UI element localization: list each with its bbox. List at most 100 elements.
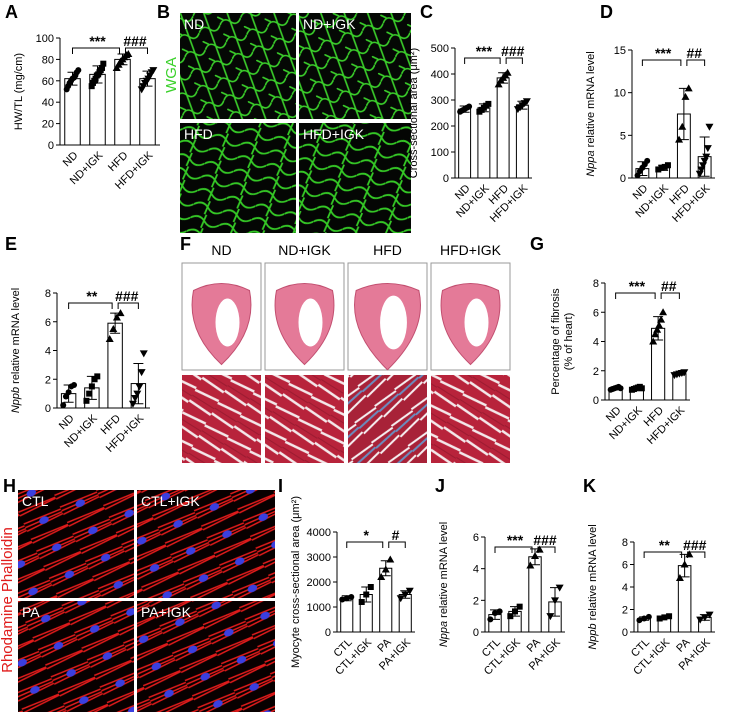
data-point <box>651 330 660 338</box>
y-tick-label: 6 <box>473 532 479 544</box>
y-axis-label: (% of heart) <box>563 313 575 370</box>
image-label: PA+IGK <box>141 604 192 620</box>
data-point <box>503 68 512 76</box>
data-point <box>555 584 564 592</box>
bar-chart: C 0 100 200 300 400 500 Cross-sectional area (μ… <box>408 2 532 225</box>
y-tick-label: 4 <box>622 582 628 594</box>
data-point <box>86 390 93 397</box>
bar <box>114 58 131 146</box>
y-axis-label: Myocyte cross-sectional area (μm²) <box>290 496 302 668</box>
significance-label: *** <box>655 45 672 61</box>
y-tick-label: 0 <box>48 140 54 152</box>
data-point <box>401 591 410 599</box>
significance-bracket <box>72 47 120 54</box>
y-tick-label: 2 <box>473 595 479 607</box>
image-label: CTL <box>22 493 49 509</box>
data-point <box>661 614 668 621</box>
y-tick-label: 60 <box>42 76 54 88</box>
data-point <box>655 321 664 329</box>
data-point <box>705 123 714 131</box>
data-point <box>507 613 514 620</box>
data-point <box>112 313 121 321</box>
significance-label: * <box>364 527 370 543</box>
y-tick-label: 200 <box>431 121 449 133</box>
data-point <box>516 603 523 610</box>
data-point <box>551 597 559 605</box>
data-point <box>135 383 144 391</box>
data-point <box>666 613 673 620</box>
data-point <box>522 98 531 106</box>
data-point <box>653 325 662 333</box>
histology <box>431 375 510 463</box>
data-point <box>83 397 90 404</box>
data-point <box>487 616 494 623</box>
y-axis-label-text: relative mRNA level <box>587 524 599 620</box>
data-point <box>512 608 518 615</box>
y-axis-label-text: relative mRNA level <box>438 522 450 618</box>
significance-label: ** <box>86 288 97 304</box>
y-tick-label: 2 <box>593 366 599 378</box>
y-tick-label: 1000 <box>307 602 331 614</box>
significance-bracket <box>660 292 680 299</box>
y-axis-label: Nppa relative mRNA level <box>438 522 450 647</box>
micrograph <box>299 13 411 119</box>
panel-label: D <box>600 2 613 22</box>
ventricle <box>464 298 489 347</box>
gene-name: Nppa <box>585 150 597 176</box>
panel-label: G <box>530 234 544 254</box>
histology <box>348 375 427 463</box>
data-point <box>656 615 663 622</box>
data-point <box>466 103 473 110</box>
data-point <box>124 50 133 58</box>
data-point <box>65 389 72 396</box>
significance-label: ### <box>683 537 707 553</box>
significance-label: *** <box>476 43 493 59</box>
significance-bracket <box>68 302 113 309</box>
y-tick-label: 6 <box>45 317 51 329</box>
ventricle <box>380 295 407 350</box>
significance-label: *** <box>89 33 106 49</box>
data-point <box>92 75 99 82</box>
panel-label: H <box>3 476 16 496</box>
y-tick-label: 0 <box>593 395 599 407</box>
data-point <box>702 153 711 161</box>
y-tick-label: 4000 <box>307 527 331 539</box>
bar <box>340 597 354 633</box>
data-point <box>75 67 82 74</box>
micrograph <box>299 123 411 233</box>
significance-label: ### <box>501 43 525 59</box>
significance-bracket <box>641 59 682 66</box>
significance-label: *** <box>507 532 524 548</box>
data-point <box>638 385 645 392</box>
data-point <box>657 315 666 323</box>
data-point <box>649 337 658 345</box>
data-point <box>664 162 671 169</box>
data-point <box>139 350 148 358</box>
y-tick-label: 100 <box>36 33 54 45</box>
y-tick-label: 100 <box>431 147 449 159</box>
significance-bracket <box>464 57 501 64</box>
panel-label: B <box>157 2 170 22</box>
y-axis-label-text: Cross-sectional area (μm²) <box>408 48 420 178</box>
data-point <box>363 591 370 598</box>
ventricle <box>298 298 323 347</box>
data-point <box>675 135 684 143</box>
image-label: CTL+IGK <box>141 493 200 509</box>
data-point <box>396 595 405 603</box>
data-point <box>659 308 668 316</box>
y-tick-label: 6 <box>593 307 599 319</box>
ventricle <box>215 298 240 347</box>
data-point <box>496 608 503 615</box>
data-point <box>617 385 624 392</box>
data-point <box>137 369 146 377</box>
y-tick-label: 0 <box>325 627 331 639</box>
panel-label: F <box>180 234 191 254</box>
data-point <box>492 610 498 616</box>
y-tick-label: 4 <box>473 564 479 576</box>
data-point <box>485 100 492 107</box>
data-point <box>94 373 101 380</box>
y-axis-label-text: relative mRNA level <box>10 288 22 384</box>
significance-bracket <box>125 47 148 54</box>
